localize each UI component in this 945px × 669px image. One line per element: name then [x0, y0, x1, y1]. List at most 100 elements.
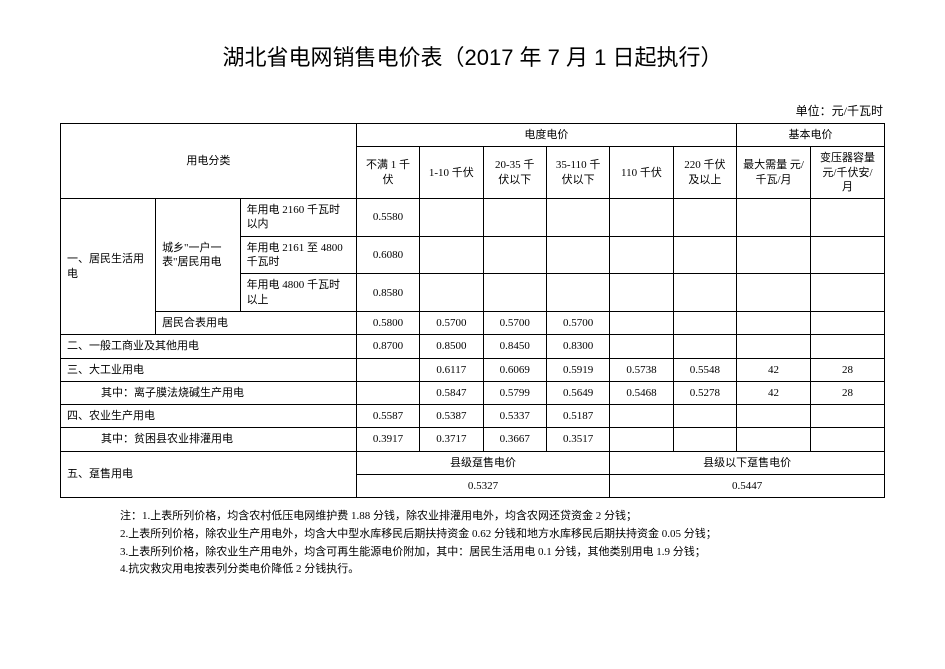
cell — [546, 274, 609, 312]
cell — [546, 236, 609, 274]
cell: 0.8450 — [483, 335, 546, 358]
cell: 0.5649 — [546, 381, 609, 404]
cell: 0.5700 — [420, 311, 483, 334]
cell — [810, 311, 884, 334]
cell: 0.5847 — [420, 381, 483, 404]
cell: 0.6117 — [420, 358, 483, 381]
footnotes: 注：1.上表所列价格，均含农村低压电网维护费 1.88 分钱，除农业排灌用电外，… — [60, 508, 885, 578]
cat-commercial: 二、一般工商业及其他用电 — [61, 335, 357, 358]
cell — [810, 236, 884, 274]
cell — [356, 381, 419, 404]
table-row: 三、大工业用电 0.6117 0.6069 0.5919 0.5738 0.55… — [61, 358, 885, 381]
cell — [673, 335, 736, 358]
cell — [810, 335, 884, 358]
cell — [810, 274, 884, 312]
below-county-label: 县级以下趸售电价 — [610, 451, 885, 474]
cell — [420, 199, 483, 237]
shared-label: 居民合表用电 — [156, 311, 357, 334]
sub-ion-membrane: 其中：离子膜法烧碱生产用电 — [61, 381, 357, 404]
table-row: 一、居民生活用电 城乡"一户一表"居民用电 年用电 2160 千瓦时以内 0.5… — [61, 199, 885, 237]
tier1-label: 年用电 2160 千瓦时以内 — [240, 199, 356, 237]
cell: 0.5548 — [673, 358, 736, 381]
below-county-value: 0.5447 — [610, 475, 885, 498]
note-4: 4.抗灾救灾用电按表列分类电价降低 2 分钱执行。 — [120, 561, 885, 579]
cell — [737, 405, 811, 428]
cell — [737, 428, 811, 451]
hdr-110: 110 千伏 — [610, 147, 673, 199]
cell: 42 — [737, 358, 811, 381]
page-title: 湖北省电网销售电价表（2017 年 7 月 1 日起执行） — [60, 40, 885, 72]
cell: 0.5187 — [546, 405, 609, 428]
cell: 0.5919 — [546, 358, 609, 381]
cell — [810, 428, 884, 451]
cell — [610, 405, 673, 428]
cell — [483, 274, 546, 312]
cell — [483, 199, 546, 237]
cell: 42 — [737, 381, 811, 404]
cell: 0.8700 — [356, 335, 419, 358]
cell: 0.5800 — [356, 311, 419, 334]
sub-tiered: 城乡"一户一表"居民用电 — [156, 199, 241, 312]
cell — [673, 274, 736, 312]
note-1: 注：1.上表所列价格，均含农村低压电网维护费 1.88 分钱，除农业排灌用电外，… — [120, 508, 885, 526]
table-row: 其中：贫困县农业排灌用电 0.3917 0.3717 0.3667 0.3517 — [61, 428, 885, 451]
hdr-transformer: 变压器容量 元/千伏安/月 — [810, 147, 884, 199]
cell — [737, 236, 811, 274]
cell — [610, 428, 673, 451]
hdr-1-10: 1-10 千伏 — [420, 147, 483, 199]
cell: 28 — [810, 358, 884, 381]
hdr-220up: 220 千伏及以上 — [673, 147, 736, 199]
cell: 0.5337 — [483, 405, 546, 428]
cell: 0.5278 — [673, 381, 736, 404]
cell: 0.6080 — [356, 236, 419, 274]
hdr-max-demand: 最大需量 元/千瓦/月 — [737, 147, 811, 199]
cell — [356, 358, 419, 381]
cell — [610, 236, 673, 274]
cell: 0.8500 — [420, 335, 483, 358]
cell: 0.5580 — [356, 199, 419, 237]
cell — [737, 335, 811, 358]
cell — [610, 274, 673, 312]
hdr-category: 用电分类 — [61, 124, 357, 199]
cell — [810, 405, 884, 428]
cell — [810, 199, 884, 237]
table-row: 其中：离子膜法烧碱生产用电 0.5847 0.5799 0.5649 0.546… — [61, 381, 885, 404]
cell — [610, 311, 673, 334]
cat-residential: 一、居民生活用电 — [61, 199, 156, 335]
cell — [737, 274, 811, 312]
table-row: 四、农业生产用电 0.5587 0.5387 0.5337 0.5187 — [61, 405, 885, 428]
cell: 0.5799 — [483, 381, 546, 404]
table-row: 居民合表用电 0.5800 0.5700 0.5700 0.5700 — [61, 311, 885, 334]
cell: 0.3667 — [483, 428, 546, 451]
table-row: 二、一般工商业及其他用电 0.8700 0.8500 0.8450 0.8300 — [61, 335, 885, 358]
cell — [420, 236, 483, 274]
hdr-20-35: 20-35 千伏以下 — [483, 147, 546, 199]
cell: 0.5738 — [610, 358, 673, 381]
cell — [673, 405, 736, 428]
cell: 0.3917 — [356, 428, 419, 451]
hdr-basic: 基本电价 — [737, 124, 885, 147]
cell: 0.5468 — [610, 381, 673, 404]
county-value: 0.5327 — [356, 475, 610, 498]
cell — [610, 335, 673, 358]
cell — [420, 274, 483, 312]
unit-label: 单位：元/千瓦时 — [60, 102, 885, 119]
cell — [483, 236, 546, 274]
table-row: 五、趸售用电 县级趸售电价 县级以下趸售电价 — [61, 451, 885, 474]
hdr-35-110: 35-110 千伏以下 — [546, 147, 609, 199]
cat-agriculture: 四、农业生产用电 — [61, 405, 357, 428]
county-label: 县级趸售电价 — [356, 451, 610, 474]
cell — [673, 311, 736, 334]
cell: 0.6069 — [483, 358, 546, 381]
hdr-lt1kv: 不满 1 千伏 — [356, 147, 419, 199]
note-3: 3.上表所列价格，除农业生产用电外，均含可再生能源电价附加，其中：居民生活用电 … — [120, 544, 885, 562]
cell: 0.8580 — [356, 274, 419, 312]
cell — [673, 236, 736, 274]
cell: 0.5700 — [546, 311, 609, 334]
cell: 0.5700 — [483, 311, 546, 334]
tier2-label: 年用电 2161 至 4800 千瓦时 — [240, 236, 356, 274]
hdr-energy: 电度电价 — [356, 124, 736, 147]
cell — [610, 199, 673, 237]
note-2: 2.上表所列价格，除农业生产用电外，均含大中型水库移民后期扶持资金 0.62 分… — [120, 526, 885, 544]
cell — [546, 199, 609, 237]
